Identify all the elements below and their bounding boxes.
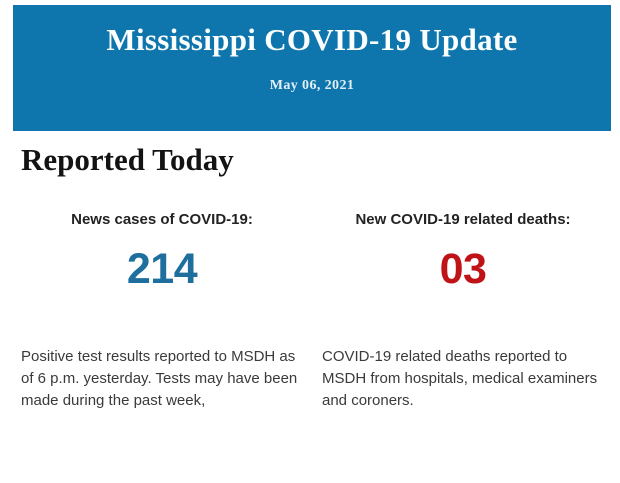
header-banner: Mississippi COVID-19 Update May 06, 2021	[13, 5, 611, 131]
section-title: Reported Today	[21, 142, 234, 177]
report-content: Reported Today News cases of COVID-19: 2…	[0, 131, 620, 412]
new-deaths-value: 03	[439, 245, 487, 294]
banner-title: Mississippi COVID-19 Update	[106, 22, 518, 57]
new-cases-column: News cases of COVID-19: 214 Positive tes…	[21, 177, 303, 412]
new-deaths-description: COVID-19 related deaths reported to MSDH…	[322, 348, 598, 410]
stats-columns: News cases of COVID-19: 214 Positive tes…	[21, 177, 620, 412]
new-cases-description: Positive test results reported to MSDH a…	[21, 348, 298, 410]
new-deaths-column: New COVID-19 related deaths: 03 COVID-19…	[322, 177, 604, 412]
new-cases-value: 214	[126, 245, 198, 294]
new-deaths-label: New COVID-19 related deaths:	[355, 211, 571, 229]
banner-date: May 06, 2021	[269, 78, 355, 93]
new-cases-label: News cases of COVID-19:	[71, 211, 253, 229]
